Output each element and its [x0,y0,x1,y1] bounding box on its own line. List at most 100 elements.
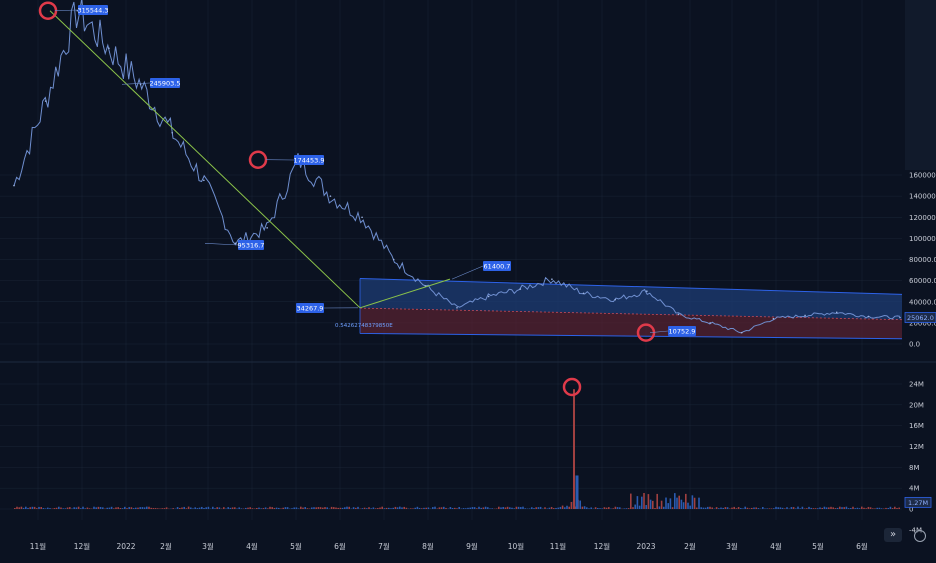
volume-bar [839,507,841,509]
volume-bar [135,508,137,509]
time-tick: 5월 [812,541,824,551]
volume-bar [606,508,608,509]
volume-bar [718,508,720,509]
volume-bar [271,507,273,509]
volume-bar [500,507,502,509]
price-point [551,278,553,280]
volume-bar [113,508,115,509]
volume-bar [219,507,221,509]
volume-bar [432,507,434,509]
volume-bar [766,508,768,509]
volume-bar [27,508,29,509]
volume-bar [304,507,306,509]
volume-bar [815,508,817,509]
volume-bar [821,508,823,509]
volume-bar [395,507,397,509]
volume-bar [863,508,865,509]
regression-channel[interactable] [360,279,902,339]
price-point [13,185,15,187]
volume-bar [102,507,104,509]
volume-bar [476,508,478,509]
volume-bar [782,508,784,509]
volume-bar [557,508,559,509]
volume-bar [21,507,23,509]
volume-bar [670,498,672,509]
volume-bar [887,508,889,509]
volume-bar [153,508,155,509]
volume-bar [835,508,837,509]
volume-bar [707,507,709,509]
volume-bar [742,508,744,509]
volume-bar [511,508,513,509]
price-axis: 160000.0140000.0120000.0100000.080000.06… [905,172,936,349]
time-tick: 6월 [856,541,868,551]
volume-bar [93,507,95,509]
volume-bar [161,508,163,509]
volume-bar [181,508,183,509]
price-label: 61400.7 [484,262,511,270]
markers [40,3,654,395]
volume-bar [311,507,313,509]
volume-bar [553,508,555,509]
volume-bar [157,508,159,509]
volume-bar [357,507,359,509]
volume-bar [428,507,430,509]
volume-bar [87,508,89,509]
settings-icon[interactable] [914,530,926,542]
volume-bar [34,507,36,509]
volume-bar [588,508,590,509]
volume-bar [399,507,401,509]
volume-bar [595,507,597,509]
volume-bar [276,508,278,509]
volume-bar [872,508,874,509]
volume-bar [645,505,647,509]
price-label: 174453.9 [293,156,324,164]
price-point [171,132,173,134]
price-point [266,227,268,229]
price-point [868,316,870,318]
volume-bar [758,508,760,509]
volume-bar [296,507,298,509]
volume-bar [731,508,733,509]
price-point [899,317,901,319]
volume-bar [685,494,687,509]
volume-bar [366,508,368,509]
price-point [393,259,395,261]
volume-spike-bar [573,389,575,509]
volume-bar [777,507,779,509]
volume-bar [696,508,698,509]
volume-bar [373,507,375,509]
volume-bar [421,508,423,509]
volume-bar [533,508,535,509]
volume-bar [520,507,522,509]
volume-bar [346,507,348,509]
volume-bar [650,500,652,509]
time-tick: 4월 [770,541,782,551]
volume-bar [252,508,254,509]
volume-bar [762,507,764,509]
volume-bar [793,507,795,509]
volume-bar [507,507,509,509]
volume-bar [43,508,45,509]
volume-bar [188,507,190,509]
volume-bar [67,508,69,509]
volume-bar [870,507,872,509]
volume-bar [49,508,51,509]
volume-bar [784,508,786,509]
price-point [330,195,332,197]
volume-bar [502,507,504,509]
volume-bar [443,507,445,509]
volume-bar [562,506,564,509]
volume-bar [194,507,196,509]
scroll-right-button[interactable]: » [884,528,902,542]
volume-bar [320,507,322,509]
volume-bar [73,507,75,509]
volume-bar [474,507,476,509]
volume-bar [540,507,542,509]
volume-bar [47,508,49,509]
volume-bar [841,507,843,509]
volume-bar [489,508,491,509]
volume-bar [230,508,232,509]
volume-bar [16,507,18,509]
